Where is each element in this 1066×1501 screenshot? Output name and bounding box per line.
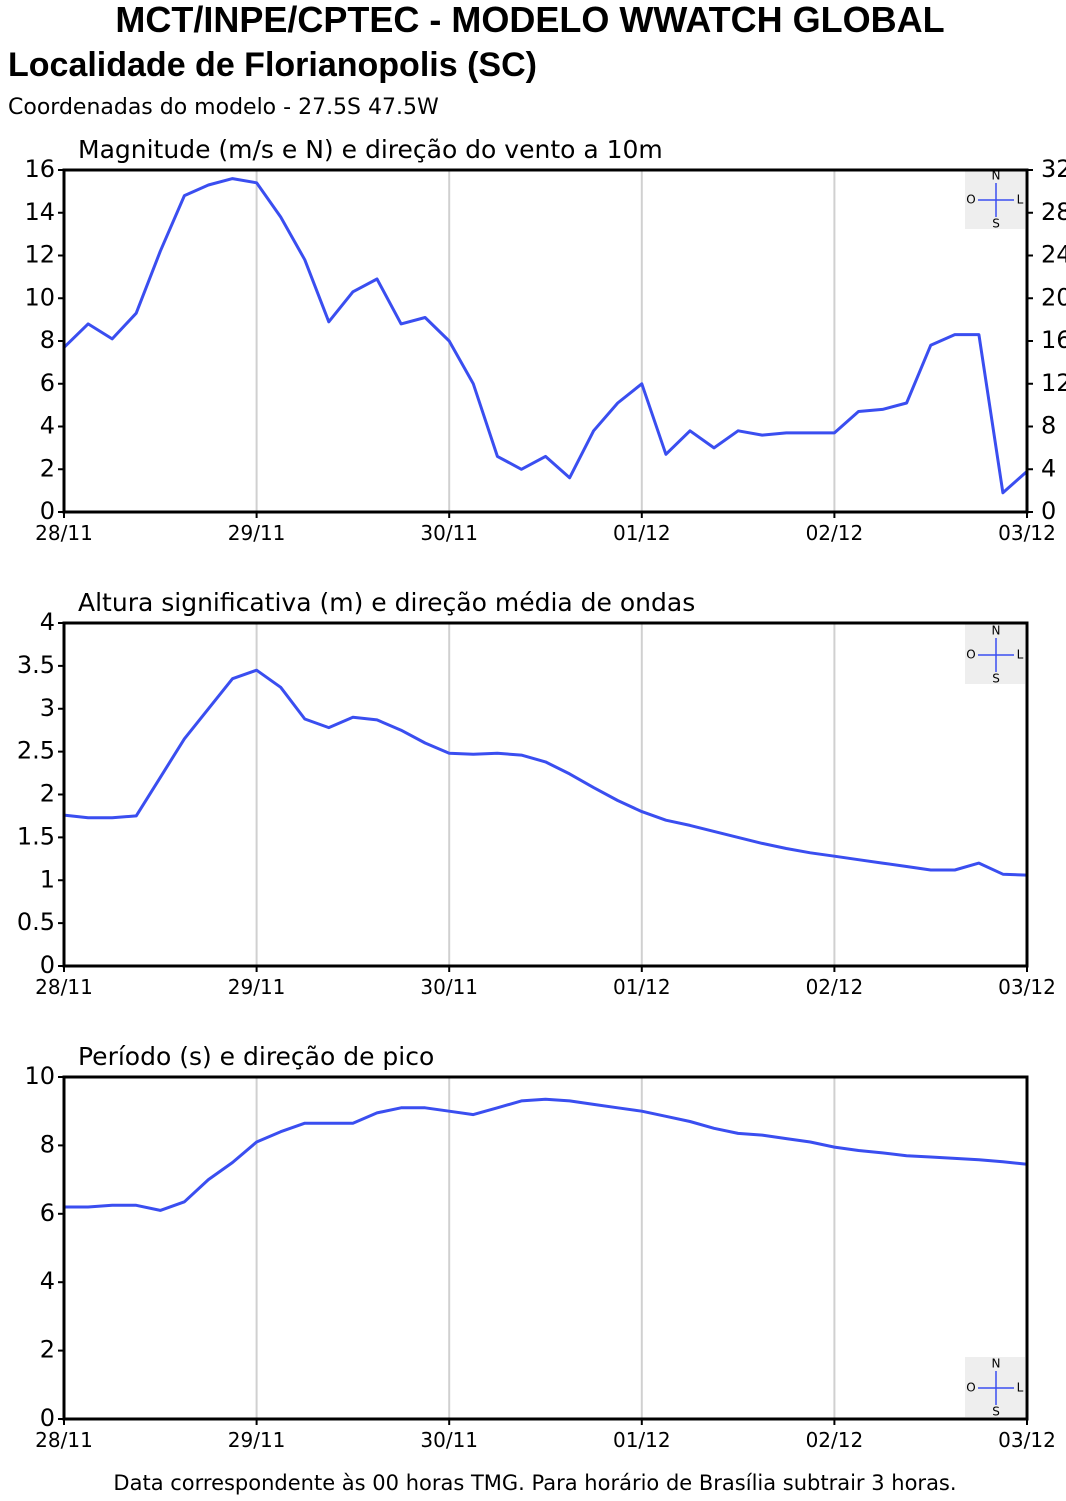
footer: Data correspondente às 00 horas TMG. Par… xyxy=(113,1471,956,1495)
x-tick-label: 02/12 xyxy=(806,1428,864,1452)
y2-tick-label: 28 xyxy=(1041,198,1066,226)
coordinates: Coordenadas do modelo - 27.5S 47.5W xyxy=(8,95,439,120)
y-tick-label: 1.5 xyxy=(17,822,55,850)
y2-tick-label: 4 xyxy=(1041,454,1056,482)
x-tick-label: 03/12 xyxy=(998,975,1056,999)
y-tick-label: 4 xyxy=(40,608,55,636)
y-tick-label: 0 xyxy=(40,1404,55,1432)
y-tick-label: 0 xyxy=(40,951,55,979)
y-tick-label: 16 xyxy=(24,155,55,183)
compass-label: S xyxy=(992,217,1000,231)
compass-label: L xyxy=(1017,193,1024,207)
y-tick-label: 8 xyxy=(40,326,55,354)
compass-label: N xyxy=(992,1357,1001,1371)
compass-bg xyxy=(965,169,1025,229)
x-tick-label: 29/11 xyxy=(228,521,286,545)
y-tick-label: 2 xyxy=(40,454,55,482)
series-line xyxy=(62,177,1028,495)
compass-label: O xyxy=(966,1381,975,1395)
y-tick-label: 2 xyxy=(40,780,55,808)
y2-tick-label: 16 xyxy=(1041,326,1066,354)
y-tick-label: 3 xyxy=(40,694,55,722)
x-tick-label: 28/11 xyxy=(35,975,93,999)
y-tick-label: 10 xyxy=(24,1062,55,1090)
compass-bg xyxy=(965,1357,1025,1417)
y2-tick-label: 24 xyxy=(1041,241,1066,269)
y-tick-label: 3.5 xyxy=(17,651,55,679)
y2-tick-label: 32 xyxy=(1041,155,1066,183)
y-tick-label: 4 xyxy=(40,1267,55,1295)
y-tick-label: 0 xyxy=(40,497,55,525)
y-tick-label: 10 xyxy=(24,283,55,311)
x-tick-label: 02/12 xyxy=(806,975,864,999)
x-tick-label: 29/11 xyxy=(228,1428,286,1452)
y-tick-label: 6 xyxy=(40,369,55,397)
x-tick-label: 28/11 xyxy=(35,1428,93,1452)
x-tick-label: 02/12 xyxy=(806,521,864,545)
y2-tick-label: 20 xyxy=(1041,283,1066,311)
compass-label: S xyxy=(992,1405,1000,1419)
compass-label: O xyxy=(966,193,975,207)
y-tick-label: 1 xyxy=(40,865,55,893)
chart-title: Magnitude (m/s e N) e direção do vento a… xyxy=(78,135,663,164)
location: Localidade de Florianopolis (SC) xyxy=(8,46,537,84)
plot-frame xyxy=(62,1075,1029,1421)
x-tick-label: 03/12 xyxy=(998,521,1056,545)
y2-tick-label: 0 xyxy=(1041,497,1056,525)
x-tick-label: 01/12 xyxy=(613,975,671,999)
y-tick-label: 6 xyxy=(40,1199,55,1227)
compass-label: O xyxy=(966,648,975,662)
compass-label: L xyxy=(1017,1381,1024,1395)
compass-bg xyxy=(965,624,1025,684)
y-tick-label: 8 xyxy=(40,1130,55,1158)
compass-label: S xyxy=(992,672,1000,686)
series-line xyxy=(64,1097,1028,1212)
x-tick-label: 28/11 xyxy=(35,521,93,545)
x-tick-label: 01/12 xyxy=(613,521,671,545)
series-line xyxy=(63,668,1028,877)
x-tick-label: 30/11 xyxy=(420,521,478,545)
x-tick-label: 30/11 xyxy=(420,975,478,999)
title: MCT/INPE/CPTEC - MODELO WWATCH GLOBAL xyxy=(115,0,944,40)
y-tick-label: 4 xyxy=(40,412,55,440)
y-tick-label: 2 xyxy=(40,1336,55,1364)
y2-tick-label: 8 xyxy=(1041,412,1056,440)
compass-label: L xyxy=(1017,648,1024,662)
compass-label: N xyxy=(992,624,1001,638)
chart-title: Período (s) e direção de pico xyxy=(78,1042,434,1071)
plot-frame xyxy=(62,621,1029,968)
y2-tick-label: 12 xyxy=(1041,369,1066,397)
compass-label: N xyxy=(992,169,1001,183)
y-tick-label: 12 xyxy=(24,241,55,269)
x-tick-label: 03/12 xyxy=(998,1428,1056,1452)
y-tick-label: 14 xyxy=(24,198,55,226)
x-tick-label: 01/12 xyxy=(613,1428,671,1452)
chart-title: Altura significativa (m) e direção média… xyxy=(78,588,695,617)
plot-frame xyxy=(62,168,1029,514)
y-tick-label: 0.5 xyxy=(17,908,55,936)
x-tick-label: 30/11 xyxy=(420,1428,478,1452)
x-tick-label: 29/11 xyxy=(228,975,286,999)
y-tick-label: 2.5 xyxy=(17,737,55,765)
